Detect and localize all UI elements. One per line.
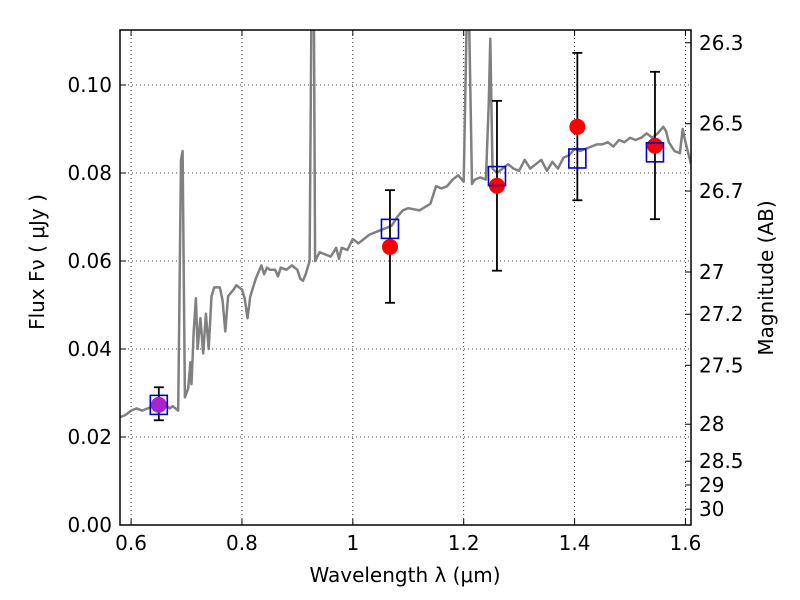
model-square [645, 142, 665, 163]
x-tick-label: 1.4 [559, 531, 591, 555]
y-tick-label: 0.10 [67, 73, 112, 97]
x-axis-label: Wavelength λ (μm) [309, 563, 500, 587]
y-tick-label: 0.02 [67, 425, 112, 449]
y2-tick-label: 26.3 [699, 31, 744, 55]
x-tick-label: 1.6 [670, 531, 702, 555]
model-square [380, 218, 400, 240]
model-square [487, 165, 507, 187]
y-tick-label: 0.04 [67, 337, 112, 361]
observed-point [646, 137, 663, 154]
y-axis-label: Flux Fν ( μJy ) [25, 194, 49, 330]
y2-tick-label: 29 [699, 473, 724, 497]
x-tick-label: 0.8 [226, 531, 258, 555]
grid-lines [120, 30, 691, 526]
y2-tick-label: 26.7 [699, 179, 744, 203]
y2-tick-label: 27.2 [699, 302, 744, 326]
y2-tick-label: 26.5 [699, 112, 744, 136]
observed-point [150, 396, 167, 413]
y-tick-label: 0.00 [67, 513, 112, 537]
y2-axis-label: Magnitude (AB) [754, 200, 778, 355]
x-tick-label: 1 [346, 531, 359, 555]
plot-frame [119, 29, 692, 526]
y-tick-label: 0.06 [67, 249, 112, 273]
y2-tick-label: 27.5 [699, 353, 744, 377]
x-tick-label: 1.2 [448, 531, 480, 555]
y-tick-label: 0.08 [67, 161, 112, 185]
plot-area [120, 30, 691, 422]
y2-tick-label: 30 [699, 497, 724, 521]
y2-tick-label: 27 [699, 260, 724, 284]
y2-tick-label: 28.5 [699, 449, 744, 473]
axis-ticks: 0.6 0.8 1 1.2 1.4 1.6 0.00 0.02 0.04 0.06 0.08 0.10… [67, 30, 744, 555]
observed-point [569, 118, 586, 135]
x-tick-label: 0.6 [115, 531, 147, 555]
spectrum-line [120, 30, 691, 419]
model-square [149, 394, 169, 416]
model-square [568, 148, 587, 169]
observed-point [381, 238, 398, 255]
y2-tick-label: 28 [699, 412, 724, 436]
plot-background [120, 30, 691, 525]
